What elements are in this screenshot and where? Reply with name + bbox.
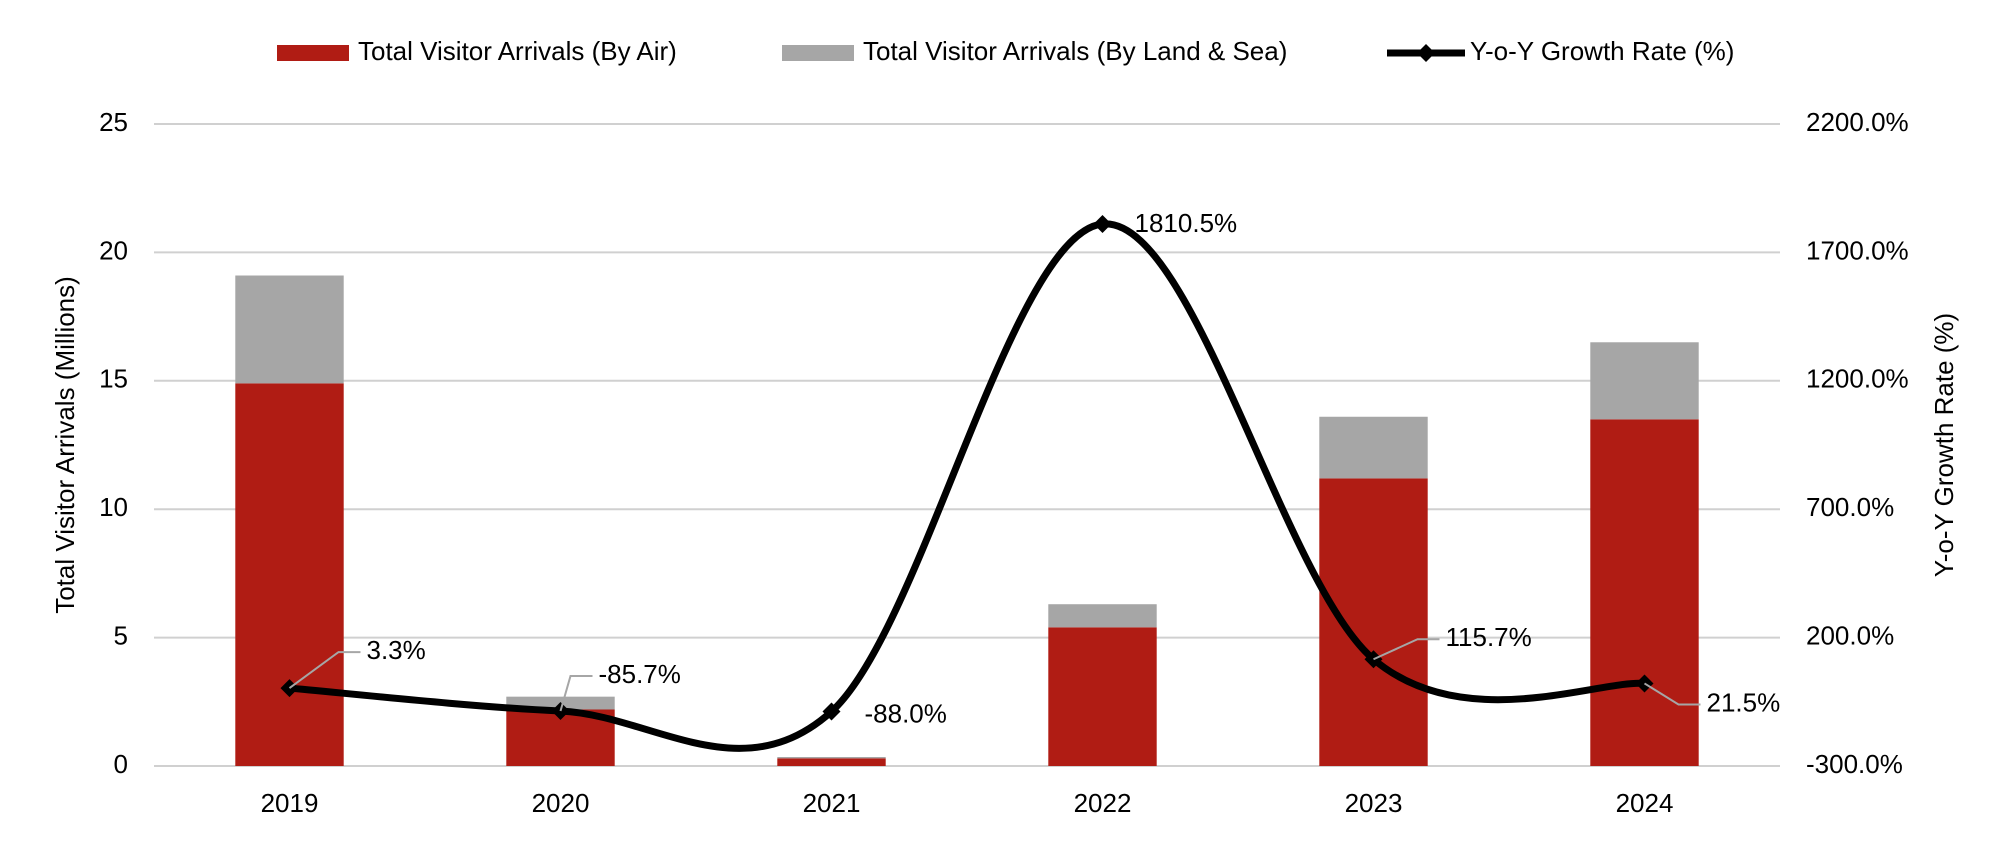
- data-label: 1810.5%: [1135, 208, 1238, 238]
- bar-segment: [235, 383, 344, 766]
- bar-segment: [235, 275, 344, 384]
- y2-axis-title: Y-o-Y Growth Rate (%): [1929, 313, 1959, 577]
- bar-segment: [1590, 342, 1699, 420]
- legend-marker: [1417, 44, 1435, 62]
- y-tick-label: 10: [99, 492, 128, 522]
- y2-tick-label: 2200.0%: [1806, 107, 1909, 137]
- x-tick-label: 2022: [1074, 788, 1132, 818]
- bar-segment: [1319, 478, 1428, 766]
- data-label: 21.5%: [1707, 687, 1781, 717]
- leader-line: [1373, 638, 1440, 661]
- y-tick-label: 25: [99, 107, 128, 137]
- leader-line: [559, 674, 593, 712]
- bar-segment: [777, 757, 886, 759]
- y2-tick-label: -300.0%: [1806, 749, 1903, 779]
- x-tick-label: 2023: [1345, 788, 1403, 818]
- y2-tick-label: 1200.0%: [1806, 364, 1909, 394]
- bar-segment: [1048, 604, 1157, 628]
- x-tick-label: 2020: [532, 788, 590, 818]
- bar-segment: [1048, 627, 1157, 766]
- line: [289, 220, 1645, 752]
- leader-line: [1643, 682, 1701, 706]
- bar-segment: [777, 758, 886, 766]
- leader-line: [288, 651, 361, 689]
- data-label: 3.3%: [367, 635, 426, 665]
- x-tick-label: 2021: [803, 788, 861, 818]
- y-axis-title: Total Visitor Arrivals (Millions): [50, 276, 80, 614]
- x-tick-label: 2024: [1616, 788, 1674, 818]
- legend-swatch: [782, 45, 854, 61]
- y-tick-label: 20: [99, 235, 128, 265]
- legend-label: Total Visitor Arrivals (By Land & Sea): [863, 36, 1287, 66]
- line-marker: [822, 702, 841, 721]
- y-tick-label: 5: [114, 620, 128, 650]
- data-label: -85.7%: [599, 659, 681, 689]
- bar-segment: [1319, 416, 1428, 479]
- bar-segment: [1590, 419, 1699, 766]
- y2-tick-label: 200.0%: [1806, 620, 1894, 650]
- y2-tick-label: 1700.0%: [1806, 235, 1909, 265]
- legend-swatch: [277, 45, 349, 61]
- y2-tick-label: 700.0%: [1806, 492, 1894, 522]
- line-marker: [1093, 215, 1112, 234]
- y-tick-label: 0: [114, 749, 128, 779]
- y-tick-label: 15: [99, 364, 128, 394]
- data-label: 115.7%: [1446, 622, 1532, 652]
- data-label: -88.0%: [865, 698, 947, 728]
- legend-label: Y-o-Y Growth Rate (%): [1470, 36, 1734, 66]
- legend-label: Total Visitor Arrivals (By Air): [358, 36, 677, 66]
- x-tick-label: 2019: [261, 788, 319, 818]
